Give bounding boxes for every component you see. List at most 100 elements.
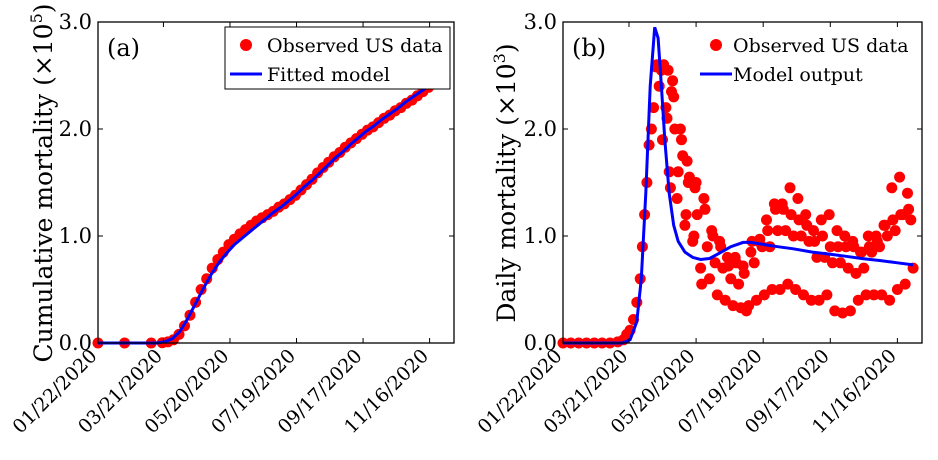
- observed-point: [808, 225, 819, 237]
- observed-point: [782, 278, 794, 290]
- legend-b: Observed US data Model output: [697, 27, 919, 89]
- observed-point: [817, 230, 828, 242]
- observed-point: [777, 203, 789, 215]
- observed-point: [858, 262, 870, 274]
- observed-point: [668, 91, 680, 103]
- observed-point: [784, 182, 796, 194]
- observed-point: [813, 294, 825, 306]
- observed-point: [868, 289, 880, 301]
- observed-point: [696, 278, 708, 290]
- observed-point: [879, 219, 891, 231]
- observed-point: [831, 225, 843, 237]
- observed-point: [821, 289, 833, 301]
- observed-point: [671, 193, 683, 204]
- y-tick-label: 2.0: [59, 117, 92, 141]
- observed-point: [761, 214, 772, 226]
- y-ticks-a: 0.0 1.0 2.0 3.0: [59, 10, 454, 355]
- observed-point: [805, 294, 817, 306]
- observed-point: [824, 241, 836, 253]
- legend-marker-observed-a: [240, 39, 252, 51]
- y-tick-label: 3.0: [59, 10, 92, 34]
- y-ticks-b: 0.0 1.0 2.0 3.0: [524, 10, 922, 355]
- observed-point: [785, 209, 797, 221]
- observed-point: [772, 225, 784, 237]
- observed-point: [894, 171, 906, 183]
- observed-point: [798, 289, 809, 301]
- observed-point: [787, 230, 799, 242]
- observed-points-a: [92, 73, 451, 349]
- observed-point: [881, 230, 893, 242]
- observed-point: [902, 187, 913, 199]
- legend-label-fitted-a: Fitted model: [267, 64, 390, 86]
- observed-point: [743, 300, 755, 312]
- observed-point: [876, 289, 888, 301]
- observed-point: [889, 225, 901, 237]
- observed-point: [695, 262, 707, 274]
- observed-point: [173, 328, 185, 340]
- observed-point: [725, 273, 737, 285]
- y-axis-label-b-text: Daily mortality (×10: [492, 63, 521, 322]
- legend-marker-observed-b: [710, 39, 722, 51]
- observed-point: [721, 251, 733, 263]
- observed-point: [903, 203, 915, 215]
- panel-label-b: (b): [572, 34, 606, 62]
- y-tick-label: 1.0: [524, 224, 557, 248]
- observed-point: [860, 289, 872, 301]
- observed-point: [676, 134, 687, 146]
- legend-label-model-b: Model output: [733, 64, 863, 86]
- observed-point: [862, 230, 874, 242]
- observed-point: [679, 219, 691, 231]
- observed-point: [719, 294, 731, 306]
- observed-points-b: [557, 59, 919, 349]
- y-tick-label: 0.0: [59, 331, 92, 355]
- observed-point: [790, 284, 802, 295]
- observed-point: [711, 289, 723, 301]
- observed-point: [844, 305, 856, 317]
- observed-point: [850, 267, 862, 279]
- y-axis-label-a-text: Cumulative mortality (×10: [29, 23, 58, 362]
- observed-point: [884, 294, 896, 306]
- observed-point: [680, 209, 692, 221]
- y-axis-label-a: Cumulative mortality (×105): [27, 3, 58, 362]
- observed-point: [811, 251, 823, 263]
- observed-point: [701, 241, 713, 253]
- y-tick-label: 1.0: [59, 224, 92, 248]
- observed-point: [688, 230, 700, 242]
- plot-frame-b: [562, 21, 923, 344]
- observed-point: [699, 203, 711, 215]
- y-axis-label-b: Daily mortality (×103): [490, 43, 521, 322]
- observed-point: [698, 193, 710, 204]
- observed-point: [762, 225, 774, 237]
- observed-point: [852, 294, 864, 306]
- observed-point: [780, 225, 792, 237]
- observed-point: [866, 246, 878, 258]
- observed-point: [899, 278, 911, 290]
- observed-point: [832, 241, 844, 253]
- panel-a: 01/22/202003/21/202005/20/202007/19/2020…: [9, 3, 455, 438]
- observed-point: [709, 257, 721, 269]
- observed-point: [874, 241, 885, 253]
- observed-point: [887, 214, 899, 226]
- observed-point: [839, 230, 851, 242]
- panel-label-a: (a): [107, 34, 140, 62]
- observed-point: [662, 64, 674, 76]
- observed-point: [905, 214, 917, 226]
- observed-point: [842, 262, 854, 274]
- observed-point: [674, 123, 686, 135]
- observed-point: [733, 278, 745, 290]
- legend-box-b: [697, 27, 919, 89]
- model-output-line: [563, 26, 914, 345]
- legend-a: Observed US data Fitted model: [224, 26, 451, 90]
- y-tick-label: 2.0: [524, 117, 557, 141]
- observed-point: [809, 235, 821, 247]
- observed-point: [823, 209, 835, 221]
- observed-point: [745, 246, 757, 258]
- observed-point: [774, 284, 786, 295]
- observed-point: [667, 75, 679, 87]
- panel-b: 01/22/202003/21/202005/20/202007/19/2020…: [474, 10, 923, 438]
- observed-point: [886, 182, 898, 194]
- y-axis-label-b-close: ): [492, 43, 521, 53]
- y-axis-label-a-close: ): [29, 3, 58, 13]
- observed-point: [766, 284, 778, 295]
